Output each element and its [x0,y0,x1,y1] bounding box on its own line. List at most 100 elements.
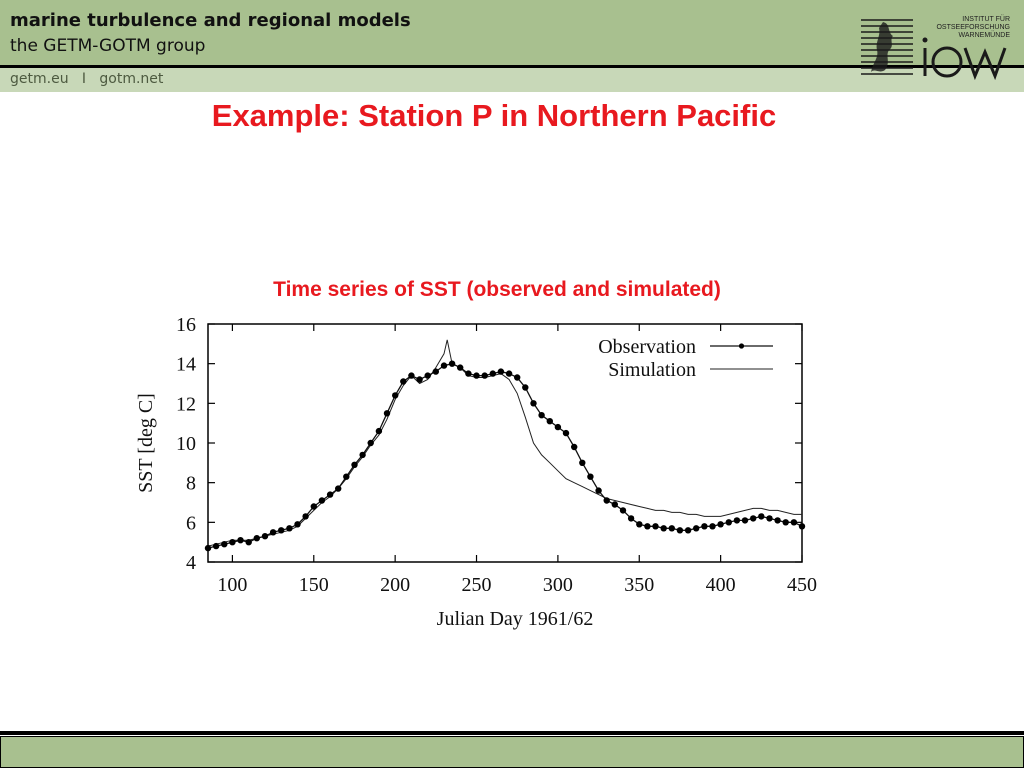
observation-point [627,515,635,522]
institute-name: INSTITUT FÜR OSTSEEFORSCHUNG WARNEMÜNDE [900,16,1010,40]
y-axis-label: SST [deg C] [135,393,157,493]
observation-point [229,539,236,546]
observation-point [644,523,651,530]
observation-point [261,533,269,540]
observation-point [286,525,293,532]
observation-point [782,519,789,526]
x-tick-label: 250 [462,574,492,596]
header-bar: marine turbulence and regional models th… [0,0,1024,66]
x-tick-label: 350 [624,574,654,596]
x-tick-label: 300 [543,574,573,596]
observation-point [432,368,439,375]
observation-point [497,368,505,375]
legend-label-simulation: Simulation [608,359,696,381]
series-line-observation [207,363,803,549]
header-divider [0,65,1024,68]
observation-point [514,374,521,381]
observation-point [774,517,781,524]
observation-point [408,372,415,379]
observation-point [733,517,741,524]
sst-chart: 100 150 200 250 300 350 400 450 4 6 8 10 12 14 16 Julia… [135,314,817,630]
observation-point [318,497,326,504]
observation-point [278,527,285,534]
observation-point [562,429,570,437]
observation-point [758,513,765,520]
observation-point [595,487,602,494]
observation-point [375,427,383,435]
observation-point [481,372,488,379]
observation-point [359,451,366,459]
observation-point [725,519,732,526]
observation-point [741,517,749,524]
institute-line: INSTITUT FÜR [962,16,1010,23]
observation-point [343,473,350,480]
x-tick-label: 200 [380,574,410,596]
y-tick-label: 4 [186,552,196,574]
iow-logo [861,19,1007,81]
observation-point [400,378,407,385]
legend-label-observation: Observation [598,336,696,358]
observation-point [269,529,277,536]
footer-bar [0,736,1024,768]
observation-point [489,370,496,377]
observation-point [587,473,594,480]
observation-point [530,400,537,407]
observation-point [335,485,342,492]
observation-point [204,544,212,552]
x-tick-label: 400 [706,574,736,596]
observation-point [212,542,220,550]
observation-point [790,519,798,526]
y-tick-label: 14 [176,354,196,376]
website-links[interactable]: getm.eu I gotm.net [10,71,164,87]
observation-point [579,459,586,466]
legend-marker-observation [738,343,745,349]
observation-point [709,523,716,530]
observation-point [636,521,643,528]
x-axis-label: Julian Day 1961/62 [437,608,594,630]
observation-point [538,412,545,419]
y-tick-label: 6 [186,512,196,534]
observation-point [448,360,456,367]
observation-point [571,443,578,451]
y-tick-label: 12 [176,393,196,415]
observation-point [652,523,659,530]
y-tick-label: 10 [176,433,196,455]
chart-caption: Time series of SST (observed and simulat… [273,278,721,301]
institute-line: OSTSEEFORSCHUNG [936,24,1010,31]
observation-point [611,501,618,508]
observation-point [351,461,358,468]
x-tick-label: 100 [217,574,247,596]
institute-line: WARNEMÜNDE [958,32,1010,39]
header-title: marine turbulence and regional models [10,10,411,31]
observation-point [245,539,252,546]
observation-point [416,376,423,383]
observation-point [505,370,513,377]
observation-point [367,439,374,447]
observation-point [383,410,391,417]
observation-point [701,523,708,530]
observation-point [473,372,480,379]
slide-title: Example: Station P in Northern Pacific [211,98,777,133]
observation-point [392,392,399,399]
observation-point [457,364,464,371]
observation-point [440,362,448,369]
observation-point [603,497,610,504]
links-bar: getm.eu I gotm.net [0,68,1024,92]
observation-point [717,521,724,528]
observation-point [684,527,692,534]
observation-point [668,525,675,532]
x-tick-label: 450 [787,574,817,596]
observation-point [237,537,244,544]
observation-point [424,372,431,379]
observation-point [546,418,553,425]
observation-point [294,521,301,528]
observation-point [326,491,334,498]
observation-point [750,515,757,522]
observation-point [522,384,529,391]
y-tick-label: 8 [186,473,196,495]
observation-point [221,541,228,548]
series-line-simulation [207,339,802,547]
observation-point [766,515,773,522]
observation-point [676,527,684,534]
observation-point [619,507,627,514]
